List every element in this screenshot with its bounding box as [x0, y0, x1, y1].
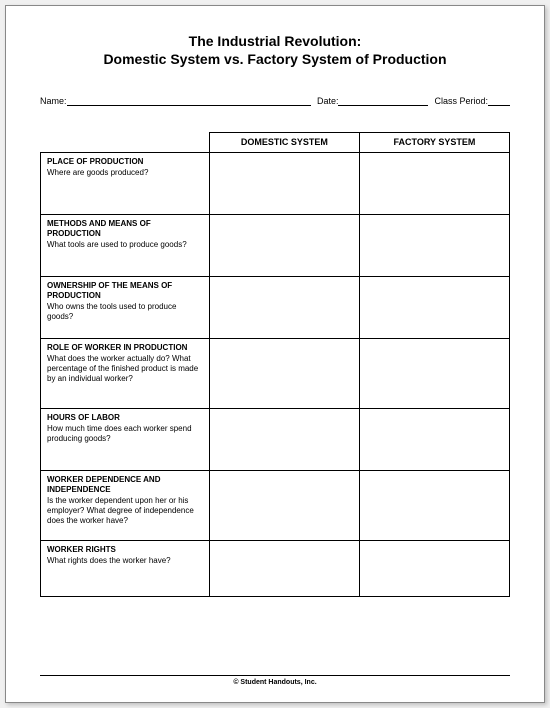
factory-cell[interactable]: [359, 541, 509, 597]
row-header: PLACE OF PRODUCTIONWhere are goods produ…: [41, 153, 210, 215]
factory-cell[interactable]: [359, 471, 509, 541]
name-blank[interactable]: [67, 96, 311, 106]
row-title: METHODS AND MEANS OF PRODUCTION: [47, 219, 203, 239]
row-title: PLACE OF PRODUCTION: [47, 157, 203, 167]
domestic-cell[interactable]: [209, 409, 359, 471]
domestic-cell[interactable]: [209, 215, 359, 277]
table-header-row: DOMESTIC SYSTEM FACTORY SYSTEM: [41, 133, 510, 153]
row-title: HOURS OF LABOR: [47, 413, 203, 423]
row-header: METHODS AND MEANS OF PRODUCTIONWhat tool…: [41, 215, 210, 277]
period-blank[interactable]: [488, 96, 510, 106]
row-header: HOURS OF LABORHow much time does each wo…: [41, 409, 210, 471]
date-label: Date:: [317, 96, 339, 106]
row-subtitle: What tools are used to produce goods?: [47, 240, 203, 250]
row-subtitle: Where are goods produced?: [47, 168, 203, 178]
col-header-factory: FACTORY SYSTEM: [359, 133, 509, 153]
student-info-line: Name: Date: Class Period:: [40, 96, 510, 106]
table-row: WORKER DEPENDENCE AND INDEPENDENCEIs the…: [41, 471, 510, 541]
row-subtitle: Who owns the tools used to produce goods…: [47, 302, 203, 322]
row-subtitle: How much time does each worker spend pro…: [47, 424, 203, 444]
date-blank[interactable]: [338, 96, 428, 106]
domestic-cell[interactable]: [209, 277, 359, 339]
row-header: ROLE OF WORKER IN PRODUCTIONWhat does th…: [41, 339, 210, 409]
footer-copyright: © Student Handouts, Inc.: [40, 675, 510, 686]
table-row: WORKER RIGHTSWhat rights does the worker…: [41, 541, 510, 597]
name-label: Name:: [40, 96, 67, 106]
row-header: OWNERSHIP OF THE MEANS OF PRODUCTIONWho …: [41, 277, 210, 339]
period-label: Class Period:: [434, 96, 488, 106]
worksheet-page: The Industrial Revolution: Domestic Syst…: [5, 5, 545, 703]
row-header: WORKER DEPENDENCE AND INDEPENDENCEIs the…: [41, 471, 210, 541]
title-line-1: The Industrial Revolution:: [40, 32, 510, 50]
domestic-cell[interactable]: [209, 471, 359, 541]
domestic-cell[interactable]: [209, 153, 359, 215]
col-header-domestic: DOMESTIC SYSTEM: [209, 133, 359, 153]
col-header-blank: [41, 133, 210, 153]
factory-cell[interactable]: [359, 215, 509, 277]
factory-cell[interactable]: [359, 409, 509, 471]
row-subtitle: What does the worker actually do? What p…: [47, 354, 203, 384]
row-subtitle: What rights does the worker have?: [47, 556, 203, 566]
domestic-cell[interactable]: [209, 339, 359, 409]
factory-cell[interactable]: [359, 277, 509, 339]
factory-cell[interactable]: [359, 339, 509, 409]
page-title: The Industrial Revolution: Domestic Syst…: [40, 32, 510, 68]
table-row: ROLE OF WORKER IN PRODUCTIONWhat does th…: [41, 339, 510, 409]
row-subtitle: Is the worker dependent upon her or his …: [47, 496, 203, 526]
row-title: WORKER RIGHTS: [47, 545, 203, 555]
table-row: OWNERSHIP OF THE MEANS OF PRODUCTIONWho …: [41, 277, 510, 339]
title-line-2: Domestic System vs. Factory System of Pr…: [40, 50, 510, 68]
table-row: METHODS AND MEANS OF PRODUCTIONWhat tool…: [41, 215, 510, 277]
row-title: WORKER DEPENDENCE AND INDEPENDENCE: [47, 475, 203, 495]
domestic-cell[interactable]: [209, 541, 359, 597]
table-row: PLACE OF PRODUCTIONWhere are goods produ…: [41, 153, 510, 215]
row-title: OWNERSHIP OF THE MEANS OF PRODUCTION: [47, 281, 203, 301]
comparison-table: DOMESTIC SYSTEM FACTORY SYSTEM PLACE OF …: [40, 132, 510, 597]
table-row: HOURS OF LABORHow much time does each wo…: [41, 409, 510, 471]
row-header: WORKER RIGHTSWhat rights does the worker…: [41, 541, 210, 597]
factory-cell[interactable]: [359, 153, 509, 215]
row-title: ROLE OF WORKER IN PRODUCTION: [47, 343, 203, 353]
